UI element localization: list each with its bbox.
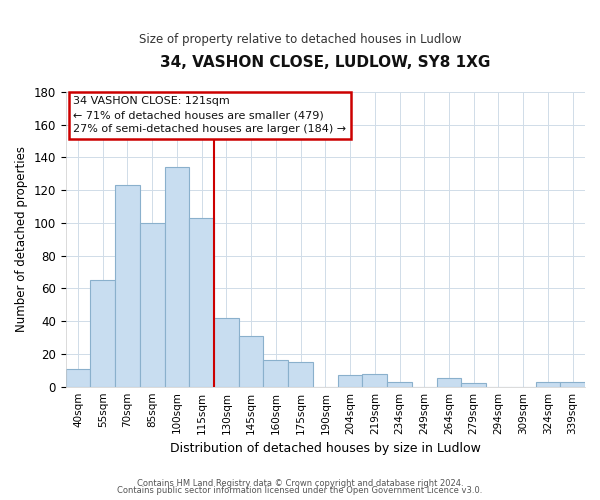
Bar	[65, 368, 91, 386]
Text: Size of property relative to detached houses in Ludlow: Size of property relative to detached ho…	[139, 32, 461, 46]
Bar	[190, 218, 214, 386]
Bar	[560, 382, 585, 386]
X-axis label: Distribution of detached houses by size in Ludlow: Distribution of detached houses by size …	[170, 442, 481, 455]
Bar	[362, 374, 387, 386]
Text: 34 VASHON CLOSE: 121sqm
← 71% of detached houses are smaller (479)
27% of semi-d: 34 VASHON CLOSE: 121sqm ← 71% of detache…	[73, 96, 347, 134]
Bar	[288, 362, 313, 386]
Text: Contains public sector information licensed under the Open Government Licence v3: Contains public sector information licen…	[118, 486, 482, 495]
Bar	[387, 382, 412, 386]
Title: 34, VASHON CLOSE, LUDLOW, SY8 1XG: 34, VASHON CLOSE, LUDLOW, SY8 1XG	[160, 55, 491, 70]
Bar	[91, 280, 115, 386]
Bar	[536, 382, 560, 386]
Bar	[115, 186, 140, 386]
Bar	[140, 223, 164, 386]
Bar	[239, 336, 263, 386]
Bar	[338, 375, 362, 386]
Bar	[164, 168, 190, 386]
Bar	[437, 378, 461, 386]
Bar	[263, 360, 288, 386]
Bar	[214, 318, 239, 386]
Bar	[461, 384, 486, 386]
Y-axis label: Number of detached properties: Number of detached properties	[15, 146, 28, 332]
Text: Contains HM Land Registry data © Crown copyright and database right 2024.: Contains HM Land Registry data © Crown c…	[137, 478, 463, 488]
